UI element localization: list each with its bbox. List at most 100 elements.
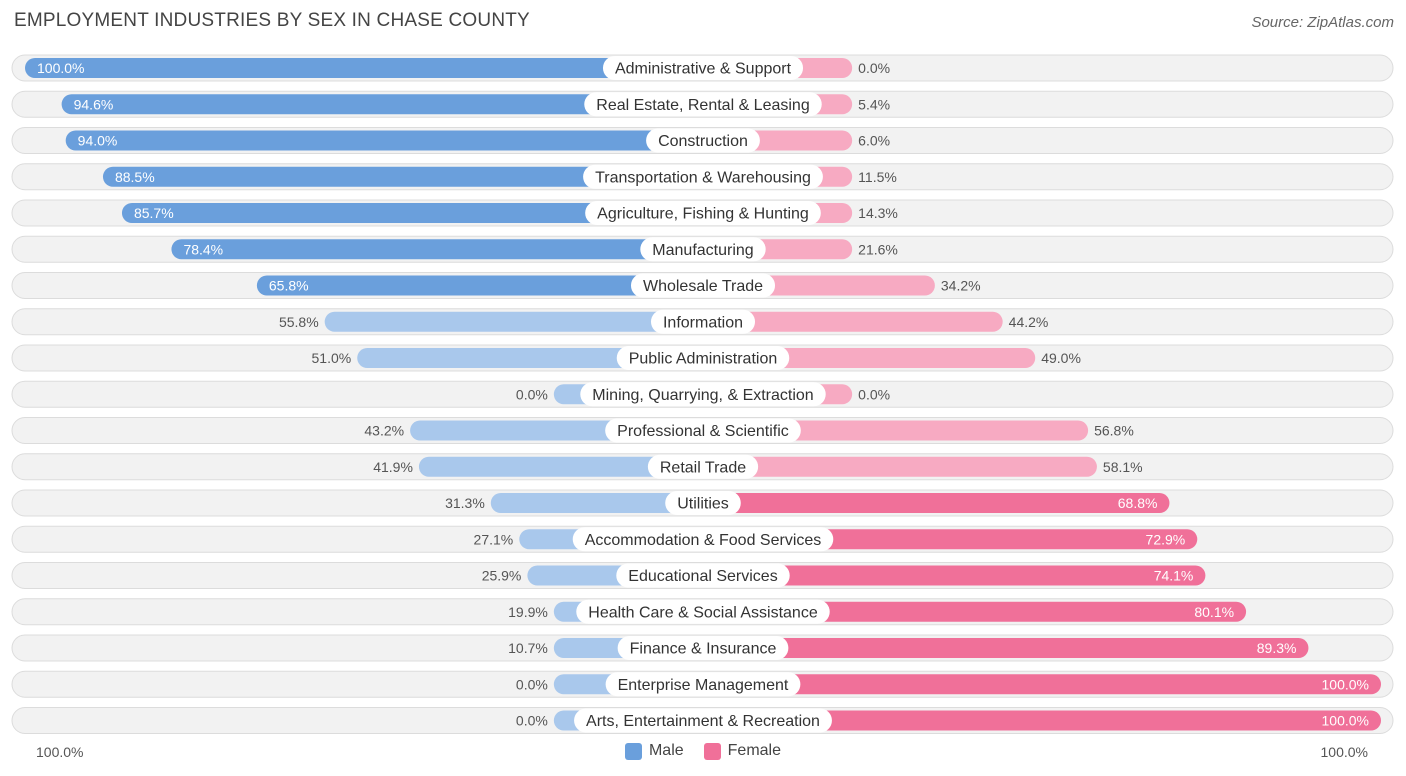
value-label-male: 27.1% — [474, 531, 514, 547]
bar-male — [418, 456, 703, 477]
axis-right-label: 100.0% — [1320, 744, 1368, 760]
category-label-pill — [650, 309, 756, 334]
value-label-male: 94.6% — [74, 96, 114, 112]
legend-swatch-female — [703, 742, 721, 760]
bar-male — [490, 493, 703, 513]
bar-male — [171, 239, 703, 260]
legend: Male Female — [0, 742, 1406, 760]
category-label-pill — [585, 201, 821, 225]
category-label: Manufacturing — [652, 242, 753, 259]
bar-female — [703, 638, 1309, 658]
value-label-male: 65.8% — [269, 278, 309, 294]
category-label-pill — [605, 418, 801, 443]
category-label-pill — [646, 128, 760, 153]
category-label-pill — [583, 164, 823, 189]
category-label-pill — [617, 636, 789, 660]
value-label-female: 49.0% — [1041, 350, 1081, 366]
bar-female — [703, 565, 1206, 586]
value-label-male: 41.9% — [373, 459, 413, 475]
bar-female — [703, 311, 1003, 332]
bar-female — [703, 710, 1381, 731]
category-label: Educational Services — [628, 568, 777, 585]
value-label-male: 31.3% — [445, 495, 485, 511]
category-label-pill — [605, 672, 801, 697]
value-label-female: 58.1% — [1103, 459, 1143, 475]
category-label-pill — [574, 708, 832, 733]
category-label: Agriculture, Fishing & Hunting — [597, 206, 809, 223]
bar-male — [256, 275, 703, 296]
value-label-male: 0.0% — [516, 386, 548, 402]
bar-female — [703, 601, 1247, 622]
value-label-female: 21.6% — [858, 241, 898, 257]
value-label-female: 74.1% — [1154, 568, 1194, 584]
value-label-female: 5.4% — [858, 96, 890, 112]
category-label: Retail Trade — [660, 459, 746, 476]
category-label-pill — [602, 56, 804, 80]
value-label-female: 89.3% — [1257, 640, 1297, 656]
category-label-pill — [630, 273, 776, 298]
value-label-female: 100.0% — [1322, 713, 1369, 729]
value-label-female: 80.1% — [1194, 604, 1234, 620]
bar-male — [65, 130, 704, 151]
category-label: Information — [663, 314, 743, 331]
value-label-female: 6.0% — [858, 133, 890, 149]
bar-male — [121, 203, 704, 223]
value-label-male: 43.2% — [364, 423, 404, 439]
category-label: Construction — [658, 133, 748, 150]
category-label: Transportation & Warehousing — [595, 169, 811, 186]
legend-label-female: Female — [727, 742, 782, 759]
value-label-male: 0.0% — [516, 676, 548, 692]
value-label-female: 11.5% — [858, 169, 897, 185]
legend-swatch-male — [624, 742, 642, 760]
category-label: Mining, Quarrying, & Extraction — [592, 387, 813, 404]
value-label-female: 72.9% — [1146, 531, 1186, 547]
axis-left-label: 100.0% — [36, 744, 84, 760]
bar-male — [324, 311, 703, 332]
category-label: Arts, Entertainment & Recreation — [586, 713, 820, 730]
value-label-male: 55.8% — [279, 314, 319, 330]
value-label-male: 100.0% — [37, 60, 84, 76]
value-label-male: 78.4% — [183, 241, 223, 257]
category-label: Health Care & Social Assistance — [588, 604, 818, 621]
bar-male — [357, 348, 703, 368]
category-label-pill — [576, 599, 830, 624]
value-label-female: 34.2% — [941, 278, 981, 294]
value-label-male: 0.0% — [516, 713, 548, 729]
bar-female — [703, 493, 1170, 513]
value-label-female: 56.8% — [1094, 423, 1134, 439]
value-label-male: 94.0% — [78, 133, 118, 149]
bar-male — [61, 94, 703, 115]
category-label-pill — [616, 346, 790, 370]
legend-item-female[interactable]: Female — [703, 742, 782, 760]
bar-male — [25, 58, 703, 78]
source-label: Source: ZipAtlas.com — [1251, 14, 1394, 31]
category-label: Utilities — [677, 496, 729, 513]
value-label-female: 68.8% — [1118, 495, 1158, 511]
bar-female — [703, 456, 1097, 477]
legend-item-male[interactable]: Male — [624, 742, 684, 760]
value-label-male: 10.7% — [508, 640, 548, 656]
category-label-pill — [665, 491, 741, 515]
category-label: Real Estate, Rental & Leasing — [596, 97, 809, 114]
category-label: Accommodation & Food Services — [585, 532, 822, 549]
chart-svg: Administrative & Support 100.0% 0.0% Real E… — [11, 54, 1394, 734]
category-label-pill — [584, 92, 822, 117]
value-label-male: 88.5% — [115, 169, 155, 185]
value-label-male: 51.0% — [312, 350, 352, 366]
chart-title: EMPLOYMENT INDUSTRIES BY SEX IN CHASE CO… — [14, 10, 530, 31]
value-label-female: 14.3% — [858, 205, 898, 221]
value-label-male: 19.9% — [508, 604, 548, 620]
category-label: Administrative & Support — [615, 61, 792, 78]
category-label-pill — [580, 382, 826, 407]
value-label-female: 0.0% — [858, 60, 890, 76]
value-label-male: 85.7% — [134, 205, 174, 221]
legend-label-male: Male — [648, 742, 684, 759]
value-label-male: 25.9% — [482, 568, 522, 584]
value-label-female: 0.0% — [858, 386, 890, 402]
category-label: Professional & Scientific — [617, 423, 789, 440]
category-label-pill — [616, 563, 790, 588]
category-label-pill — [640, 237, 766, 262]
category-label: Wholesale Trade — [643, 278, 763, 295]
category-label: Enterprise Management — [618, 677, 789, 694]
category-label-pill — [572, 527, 834, 552]
